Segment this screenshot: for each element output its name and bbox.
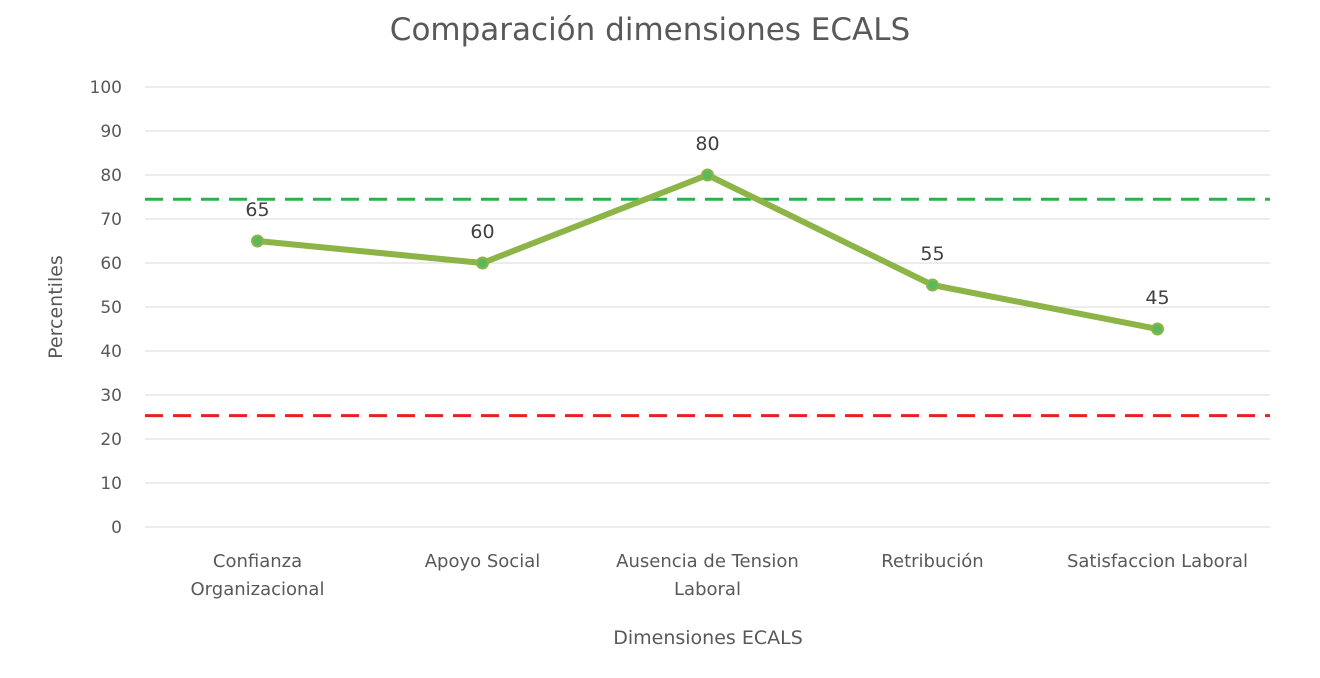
y-tick-label-50: 50 <box>100 298 122 318</box>
x-category-label-line: Satisfaccion Laboral <box>1067 551 1248 572</box>
data-point-3 <box>926 278 939 292</box>
x-category-label-line: Apoyo Social <box>425 551 541 572</box>
data-label-1: 60 <box>470 221 494 243</box>
data-point-2 <box>701 168 714 182</box>
y-axis-title: Percentiles <box>45 255 67 359</box>
x-category-label-4: Satisfaccion Laboral <box>1067 551 1248 572</box>
y-tick-label-60: 60 <box>100 254 122 274</box>
y-tick-label-0: 0 <box>111 518 122 538</box>
data-label-4: 45 <box>1145 287 1169 309</box>
chart-title: Comparación dimensiones ECALS <box>390 12 910 48</box>
y-tick-label-80: 80 <box>100 166 122 186</box>
y-tick-label-70: 70 <box>100 210 122 230</box>
x-category-label-line: Organizacional <box>191 579 325 600</box>
y-tick-label-90: 90 <box>100 122 122 142</box>
y-axis-tick-labels: 0 10 20 30 40 50 60 70 80 90 100 <box>90 78 122 538</box>
x-category-label-line: Confianza <box>213 551 302 572</box>
data-point-0 <box>251 234 264 248</box>
data-label-2: 80 <box>695 133 719 155</box>
x-axis-title: Dimensiones ECALS <box>613 627 803 649</box>
x-category-label-line: Retribución <box>881 551 983 572</box>
x-category-label-2: Ausencia de Tension Laboral <box>616 551 799 600</box>
x-category-label-line: Ausencia de Tension <box>616 551 799 572</box>
y-tick-label-100: 100 <box>90 78 122 98</box>
data-point-1 <box>476 256 489 270</box>
y-tick-label-40: 40 <box>100 342 122 362</box>
x-category-label-line: Laboral <box>674 579 741 600</box>
data-label-3: 55 <box>920 243 944 265</box>
x-category-label-0: Confianza Organizacional <box>191 551 325 600</box>
data-label-0: 65 <box>245 199 269 221</box>
data-point-4 <box>1151 322 1164 336</box>
reference-lines <box>145 197 1270 418</box>
y-tick-label-20: 20 <box>100 430 122 450</box>
x-axis-category-labels: Confianza Organizacional Apoyo Social Ausen… <box>191 551 1249 600</box>
y-tick-label-30: 30 <box>100 386 122 406</box>
data-series: 65 60 80 55 45 <box>245 133 1170 336</box>
x-category-label-3: Retribución <box>881 551 983 572</box>
x-category-label-1: Apoyo Social <box>425 551 541 572</box>
y-tick-label-10: 10 <box>100 474 122 494</box>
